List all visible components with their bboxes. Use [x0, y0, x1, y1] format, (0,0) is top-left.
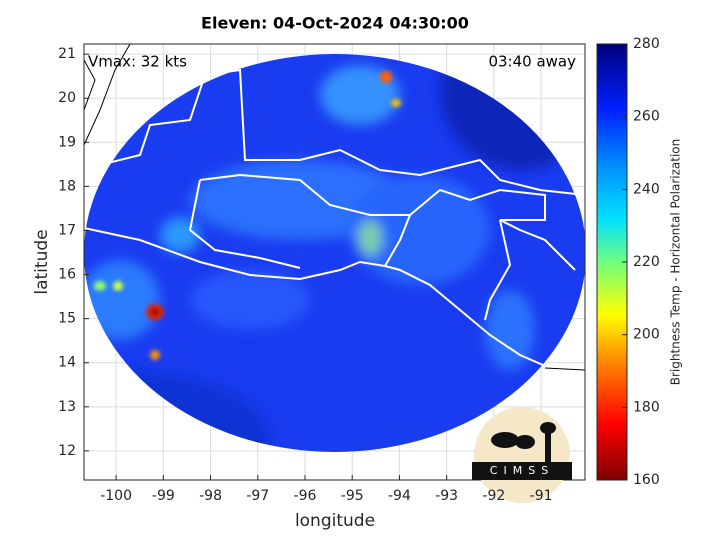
y-tick-label: 20 — [58, 90, 76, 106]
y-tick-label: 18 — [58, 178, 76, 194]
y-tick-label: 17 — [58, 222, 76, 238]
colorbar-tick-label: 200 — [633, 327, 660, 343]
x-tick-label: -98 — [199, 488, 222, 504]
x-tick-label: -92 — [482, 488, 505, 504]
y-tick-label: 19 — [58, 134, 76, 150]
colorbar-tick-label: 220 — [633, 254, 660, 270]
x-tick-label: -100 — [100, 488, 132, 504]
colorbar-tick-label: 240 — [633, 181, 660, 197]
colorbar-tick-label: 160 — [633, 472, 660, 488]
y-tick-label: 15 — [58, 311, 76, 327]
colorbar-tick-label: 260 — [633, 109, 660, 125]
x-tick-label: -93 — [435, 488, 458, 504]
x-tick-label: -97 — [246, 488, 269, 504]
chart-title: Eleven: 04-Oct-2024 04:30:00 — [201, 14, 469, 33]
y-tick-label: 14 — [58, 355, 76, 371]
x-tick-label: -96 — [294, 488, 317, 504]
y-tick-label: 16 — [58, 267, 76, 283]
colorbar-tick-label: 180 — [633, 399, 660, 415]
logo-text: CIMSS — [490, 464, 554, 477]
y-tick-label: 12 — [58, 443, 76, 459]
y-axis-label: latitude — [32, 229, 52, 294]
cimss-logo: CIMSS — [472, 407, 572, 503]
x-tick-label: -91 — [530, 488, 553, 504]
x-axis-label: longitude — [295, 511, 375, 531]
x-tick-label: -94 — [388, 488, 411, 504]
y-tick-label: 13 — [58, 399, 76, 415]
x-tick-label: -99 — [152, 488, 175, 504]
colorbar-tick-label: 280 — [633, 36, 660, 52]
x-tick-label: -95 — [341, 488, 364, 504]
y-tick-label: 21 — [58, 46, 76, 62]
plot-frame — [83, 43, 586, 481]
annotation: 03:40 away — [488, 53, 576, 71]
colorbar-label: Brightness Temp - Horizontal Polarizatio… — [669, 139, 683, 386]
annotation: Vmax: 32 kts — [88, 53, 187, 71]
